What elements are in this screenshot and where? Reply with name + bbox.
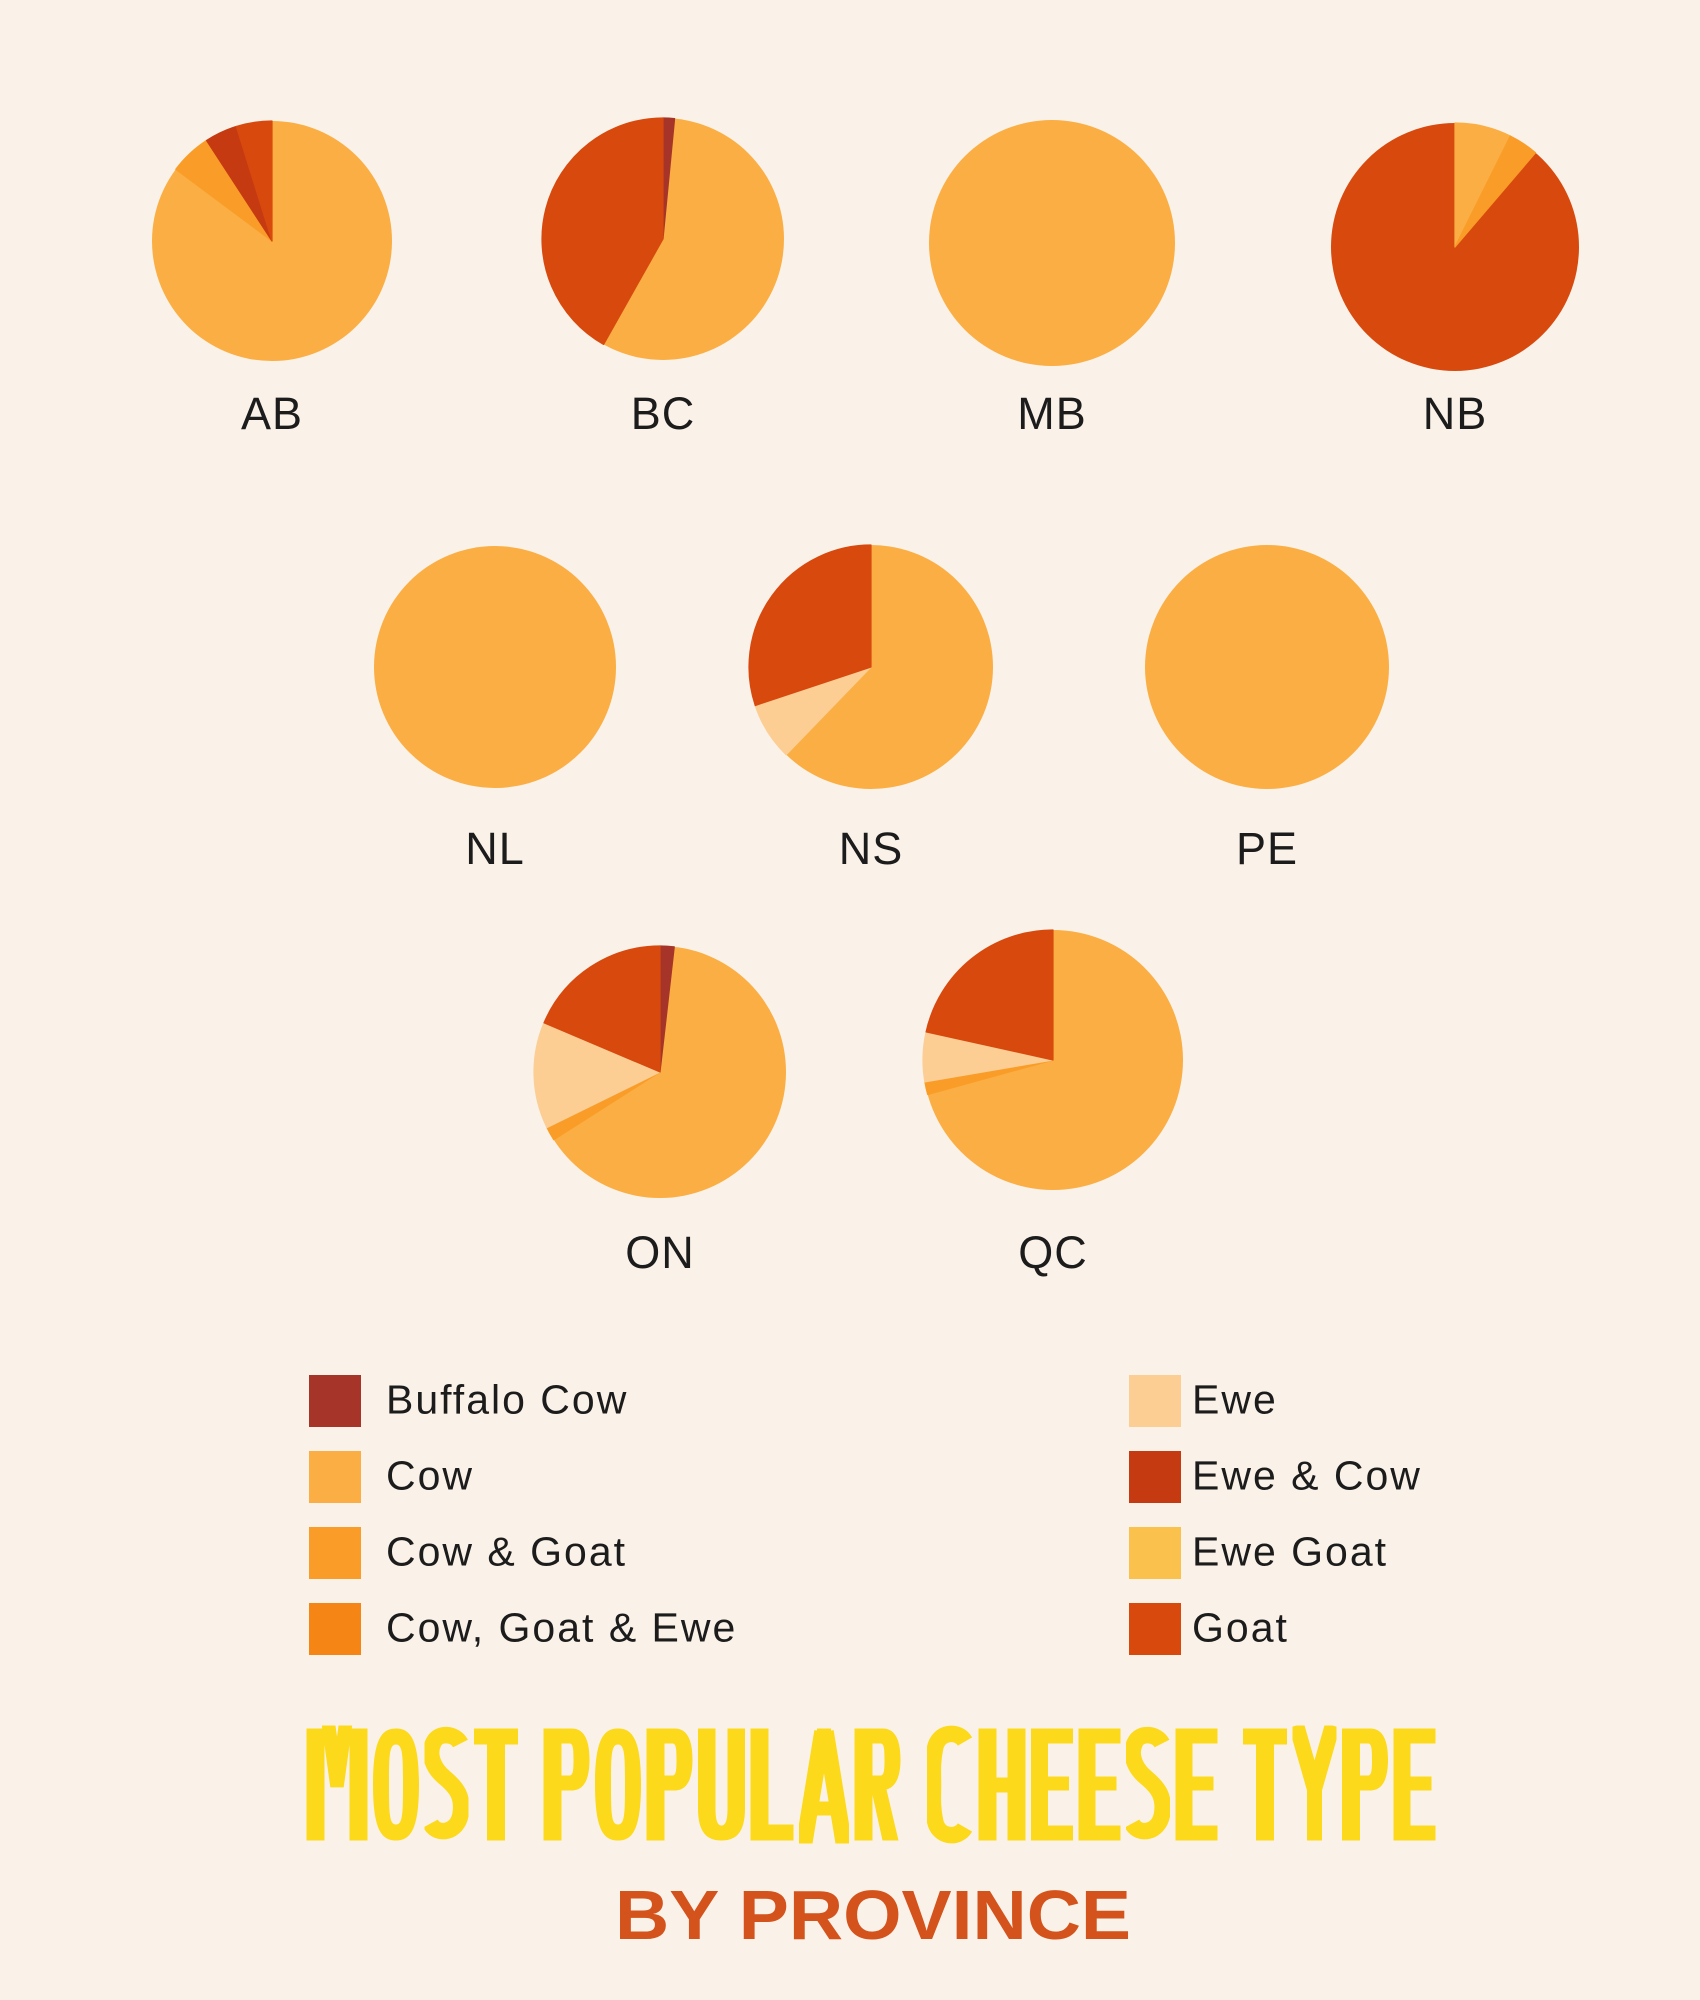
svg-text:NB: NB bbox=[1423, 388, 1488, 439]
svg-text:Cow & Goat: Cow & Goat bbox=[386, 1529, 627, 1575]
svg-text:MB: MB bbox=[1017, 388, 1087, 439]
svg-text:NL: NL bbox=[465, 823, 525, 874]
svg-text:Ewe Goat: Ewe Goat bbox=[1192, 1529, 1388, 1575]
svg-text:Buffalo Cow: Buffalo Cow bbox=[386, 1377, 628, 1423]
svg-text:AB: AB bbox=[241, 388, 303, 439]
svg-text:PE: PE bbox=[1236, 823, 1298, 874]
svg-text:Cow: Cow bbox=[386, 1453, 474, 1499]
svg-text:Cow, Goat & Ewe: Cow, Goat & Ewe bbox=[386, 1605, 737, 1651]
svg-text:Goat: Goat bbox=[1192, 1605, 1289, 1651]
svg-text:Ewe & Cow: Ewe & Cow bbox=[1192, 1453, 1422, 1499]
svg-text:ON: ON bbox=[625, 1227, 695, 1278]
svg-text:BC: BC bbox=[631, 388, 696, 439]
svg-text:Ewe: Ewe bbox=[1192, 1377, 1278, 1423]
svg-text:NS: NS bbox=[839, 823, 904, 874]
svg-text:BY PROVINCE: BY PROVINCE bbox=[615, 1876, 1131, 1954]
svg-text:QC: QC bbox=[1018, 1227, 1088, 1278]
